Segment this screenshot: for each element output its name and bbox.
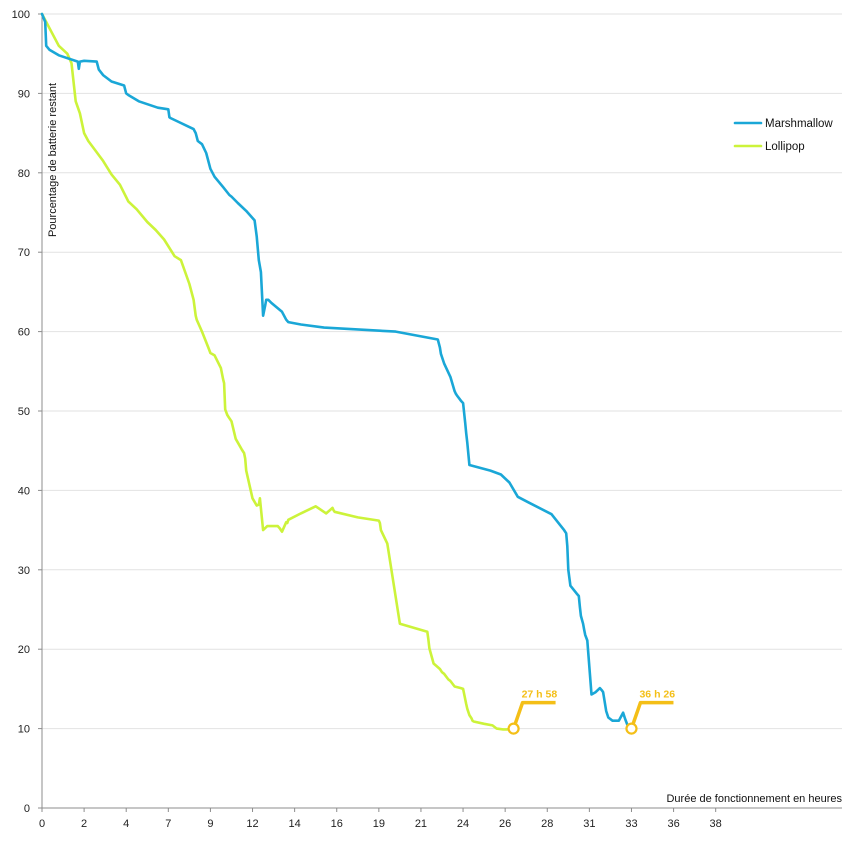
y-tick-label: 70 <box>18 247 30 259</box>
y-axis-ticks: 0 10 20 30 40 50 60 70 80 90 100 <box>12 9 42 815</box>
y-tick-label: 60 <box>18 327 30 339</box>
x-tick-label: 33 <box>625 818 637 830</box>
x-tick-label: 19 <box>373 818 385 830</box>
annotation-end-marker <box>625 722 638 735</box>
x-tick-label: 26 <box>499 818 511 830</box>
series-line-lollipop <box>40 12 515 731</box>
end-annotations: 27 h 58 36 h 26 <box>507 689 675 735</box>
x-tick-label: 2 <box>81 818 87 830</box>
y-tick-label: 90 <box>18 88 30 100</box>
legend-label: Lollipop <box>765 141 805 153</box>
y-tick-label: 30 <box>18 565 30 577</box>
annotation-label: 36 h 26 <box>639 689 675 701</box>
legend-label: Marshmallow <box>765 118 833 130</box>
x-axis-ticks: 0 2 4 7 9 12 14 16 19 21 24 26 28 31 33 36 38 <box>39 808 722 830</box>
x-tick-label: 9 <box>207 818 213 830</box>
x-tick-label: 4 <box>123 818 129 830</box>
x-tick-label: 24 <box>457 818 469 830</box>
legend-item-marshmallow: Marshmallow <box>733 118 833 130</box>
x-tick-label: 0 <box>39 818 45 830</box>
x-tick-label: 31 <box>583 818 595 830</box>
x-tick-label: 38 <box>710 818 722 830</box>
x-axis-title: Durée de fonctionnement en heures <box>666 793 842 805</box>
annotation-label: 27 h 58 <box>522 689 558 701</box>
y-tick-label: 10 <box>18 724 30 736</box>
grid-lines <box>42 13 842 730</box>
y-axis-title: Pourcentage de batterie restant <box>47 83 59 237</box>
annotation-27-h-58: 27 h 58 <box>507 689 558 735</box>
x-tick-label: 16 <box>331 818 343 830</box>
y-tick-label: 40 <box>18 485 30 497</box>
series-lines <box>40 12 633 731</box>
x-tick-label: 14 <box>289 818 301 830</box>
x-tick-label: 28 <box>541 818 553 830</box>
x-tick-label: 21 <box>415 818 427 830</box>
x-tick-label: 36 <box>667 818 679 830</box>
x-tick-label: 7 <box>165 818 171 830</box>
series-line-marshmallow <box>40 12 633 730</box>
y-tick-label: 80 <box>18 168 30 180</box>
annotation-callout-line <box>511 700 556 730</box>
annotation-36-h-26: 36 h 26 <box>625 689 675 735</box>
annotation-end-marker <box>507 722 520 735</box>
y-tick-label: 0 <box>24 803 30 815</box>
y-tick-label: 100 <box>12 9 30 21</box>
annotation-callout-line <box>629 700 674 730</box>
legend-item-lollipop: Lollipop <box>733 141 805 153</box>
x-tick-label: 12 <box>246 818 258 830</box>
legend: Marshmallow Lollipop <box>733 118 833 153</box>
y-tick-label: 20 <box>18 644 30 656</box>
y-tick-label: 50 <box>18 406 30 418</box>
